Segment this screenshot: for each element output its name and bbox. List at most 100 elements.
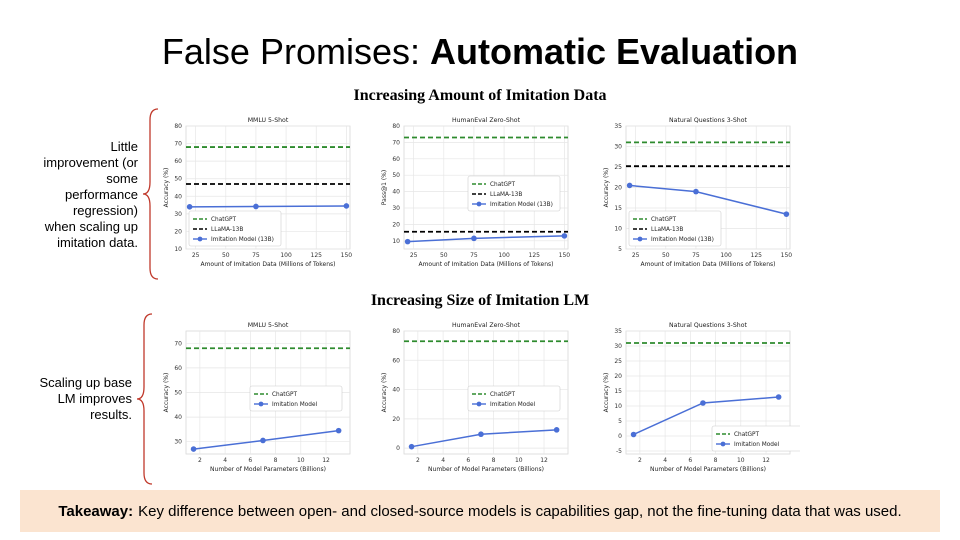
x-tick-label: 8: [714, 457, 718, 464]
x-tick-label: 100: [280, 252, 292, 259]
row1-title: Increasing Amount of Imitation Data: [353, 87, 607, 104]
x-tick-label: 2: [638, 457, 642, 464]
legend-label: ChatGPT: [272, 392, 298, 398]
y-tick-label: 80: [174, 123, 182, 130]
legend-box: [628, 210, 722, 247]
note-imitation-data: Little improvement (or some performance regr…: [20, 139, 138, 251]
x-tick-label: 8: [492, 457, 496, 464]
data-point: [630, 431, 637, 438]
chart-title: Natural Questions 3-Shot: [669, 117, 747, 124]
note-line: Scaling up base: [39, 375, 132, 390]
slide-title: False Promises: Automatic Evaluation: [0, 30, 960, 74]
x-tick-label: 50: [222, 252, 230, 259]
takeaway-box: Takeaway: Key difference between open- a…: [20, 490, 940, 532]
y-tick-label: 10: [392, 238, 400, 245]
row2-title: Increasing Size of Imitation LM: [370, 292, 590, 309]
x-tick-label: 8: [274, 457, 278, 464]
y-tick-label: 80: [392, 123, 400, 130]
y-tick-label: 20: [614, 185, 622, 192]
legend-label: LLaMA-13B: [490, 192, 522, 198]
x-tick-label: 125: [529, 252, 541, 259]
x-tick-label: 6: [688, 457, 692, 464]
y-tick-label: 70: [174, 340, 182, 347]
legend-box: [467, 385, 561, 412]
legend-label: ChatGPT: [734, 432, 760, 438]
y-tick-label: 20: [174, 228, 182, 235]
y-tick-label: 15: [614, 388, 622, 395]
chart-title: Natural Questions 3-Shot: [669, 322, 747, 329]
brace-left-row2: [136, 313, 153, 485]
legend-label: Imitation Model (13B): [490, 202, 553, 208]
x-axis-label: Amount of Imitation Data (Millions of To…: [200, 261, 335, 268]
brace-left-row1: [142, 108, 159, 280]
legend-box: [249, 385, 343, 412]
note-line: LM improves: [57, 391, 132, 406]
y-tick-label: 20: [392, 416, 400, 423]
chart-naturalquestions-imitation-data: 25 50 75 100 125 150 5 10 15 20 25 30 35 Natural Ques…: [603, 117, 792, 268]
y-tick-label: 30: [392, 205, 400, 212]
data-point: [626, 182, 633, 189]
x-tick-label: 100: [720, 252, 732, 259]
data-point: [260, 437, 266, 444]
x-tick-label: 75: [252, 252, 260, 259]
legend-marker: [476, 201, 482, 207]
note-line: performance: [65, 187, 138, 202]
legend-label: LLaMA-13B: [211, 227, 243, 233]
x-tick-label: 4: [663, 457, 667, 464]
note-line: imitation data.: [57, 235, 138, 250]
legend-label: Imitation Model: [734, 442, 780, 448]
x-axis-label: Number of Model Parameters (Billions): [650, 466, 766, 473]
data-point: [335, 427, 342, 434]
data-point: [186, 204, 193, 210]
legend: ChatGPT LLaMA-13B Imitation Model (13B): [628, 210, 722, 247]
note-line: improvement (or: [43, 155, 138, 170]
y-tick-label: -5: [616, 448, 622, 455]
y-tick-label: 30: [614, 343, 622, 350]
takeaway-text: Key difference between open- and closed-…: [138, 502, 902, 520]
chart-humaneval-model-size: 2 4 6 8 10 12 0 20 40 60 80 HumanEval Zero-Shot Numb…: [381, 322, 569, 473]
y-tick-label: 10: [174, 246, 182, 253]
x-tick-label: 50: [662, 252, 670, 259]
chart-title: MMLU 5-Shot: [248, 117, 289, 124]
note-line: when scaling up: [44, 219, 138, 234]
legend-label: ChatGPT: [490, 392, 516, 398]
legend-label: LLaMA-13B: [651, 227, 683, 233]
y-tick-label: 20: [614, 373, 622, 380]
x-tick-label: 12: [762, 457, 770, 464]
x-tick-label: 75: [470, 252, 478, 259]
y-tick-label: 40: [174, 193, 182, 200]
data-point: [343, 203, 350, 209]
y-tick-label: 10: [614, 403, 622, 410]
y-tick-label: 25: [614, 358, 622, 365]
x-tick-label: 2: [416, 457, 420, 464]
data-point: [783, 211, 790, 217]
data-point: [471, 235, 477, 242]
y-tick-label: 50: [174, 390, 182, 397]
legend-marker: [476, 401, 482, 407]
legend-box: [467, 175, 561, 212]
y-tick-label: 0: [618, 433, 622, 440]
x-tick-label: 125: [311, 252, 323, 259]
x-tick-label: 10: [737, 457, 745, 464]
x-tick-label: 10: [515, 457, 523, 464]
legend-label: Imitation Model: [490, 402, 536, 408]
legend-label: ChatGPT: [651, 217, 677, 223]
y-axis-label: Accuracy (%): [163, 168, 170, 208]
y-tick-label: 70: [174, 141, 182, 148]
legend-label: Imitation Model (13B): [211, 237, 274, 243]
chart-humaneval-imitation-data: 25 50 75 100 125 150 10 20 30 40 50 60 70 80 HumanEval…: [381, 117, 570, 268]
x-axis-label: Amount of Imitation Data (Millions of To…: [418, 261, 553, 268]
y-tick-label: 30: [614, 144, 622, 151]
y-tick-label: 15: [614, 205, 622, 212]
x-axis-label: Number of Model Parameters (Billions): [428, 466, 544, 473]
x-tick-label: 100: [498, 252, 510, 259]
chart-title: MMLU 5-Shot: [248, 322, 289, 329]
y-tick-label: 0: [396, 445, 400, 452]
x-tick-label: 4: [441, 457, 445, 464]
y-axis-label: Pass@1 (%): [381, 170, 388, 205]
chart-naturalquestions-model-size: 2 4 6 8 10 12 -5 0 5 10 15 20 25 30 35 Natural Question…: [603, 322, 800, 473]
y-tick-label: 5: [618, 246, 622, 253]
y-axis-label: Accuracy (%): [603, 373, 610, 413]
legend: ChatGPT Imitation Model: [467, 385, 561, 412]
y-tick-label: 35: [614, 328, 622, 335]
